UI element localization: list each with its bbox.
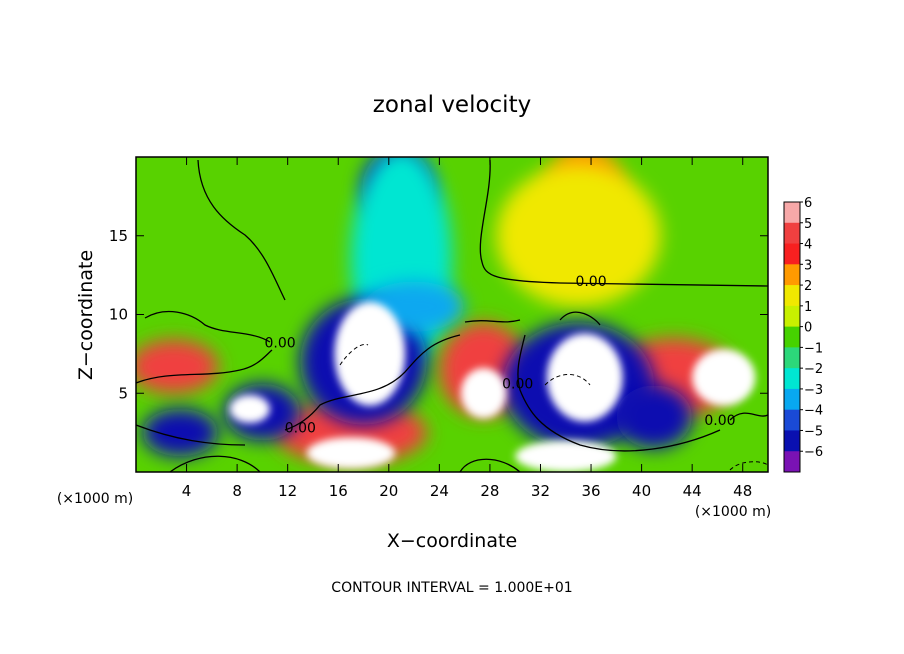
x-tick-label: 12 (278, 482, 297, 500)
chart-title: zonal velocity (373, 92, 531, 118)
colorbar-swatch (784, 368, 800, 390)
x-tick-label: 4 (182, 482, 192, 500)
colorbar-label: 0 (804, 321, 812, 336)
colorbar-swatch (784, 326, 800, 348)
colorbar-label: 3 (804, 258, 812, 273)
colorbar-swatch (784, 222, 800, 245)
field-core (546, 333, 623, 422)
colorbar-label: −1 (804, 341, 823, 356)
y-tick-label: 15 (109, 227, 128, 245)
colorbar-label: −5 (804, 424, 823, 439)
contour-label: 0.00 (502, 377, 533, 393)
field-region (496, 164, 661, 307)
field-core (692, 349, 756, 406)
y-axis-label: Z−coordinate (75, 250, 97, 380)
colorbar-swatch (784, 451, 800, 473)
field-region (616, 385, 693, 449)
y-tick-label: 5 (118, 384, 128, 402)
x-tick-label: 32 (531, 482, 550, 500)
contour-label: 0.00 (285, 421, 316, 437)
colorbar-label: 2 (804, 279, 812, 294)
zero-contour-lines (136, 159, 768, 472)
colorbar-label: −4 (804, 404, 823, 419)
colorbar-label: 4 (804, 238, 812, 253)
field-core (460, 368, 507, 419)
x-unit-label-right: (×1000 m) (695, 504, 771, 520)
colorbar-label: 1 (804, 300, 812, 315)
colorbar-label: −2 (804, 362, 823, 377)
field-region (136, 339, 219, 394)
contour-label: 0.00 (265, 336, 296, 352)
contour-labels: 0.00 0.00 0.00 0.00 0.00 (265, 274, 736, 436)
x-tick-label: 48 (733, 482, 752, 500)
field-core (334, 301, 406, 406)
contour-label: 0.00 (704, 413, 735, 429)
colorbar-swatch (784, 285, 800, 307)
colorbar-swatch (784, 264, 800, 286)
x-tick-label: 28 (480, 482, 499, 500)
colorbar-swatch (784, 305, 800, 328)
field-core (515, 440, 617, 472)
x-tick-label: 44 (683, 482, 702, 500)
x-tick-label: 8 (232, 482, 242, 500)
colorbar-label: 6 (804, 196, 812, 211)
colorbar-label: −3 (804, 383, 823, 398)
field-region (142, 409, 219, 457)
x-axis-label: X−coordinate (387, 530, 517, 552)
x-unit-label-left: (×1000 m) (57, 491, 133, 507)
colorbar-swatch (784, 409, 800, 431)
colorbar-label: −6 (804, 445, 823, 460)
x-axis-ticks: 4 8 12 16 20 24 28 32 36 40 44 48 (182, 157, 752, 500)
colorbar-swatch (784, 243, 800, 265)
colorbar: 6 5 4 3 2 1 0 −1 −2 −3 −4 −5 −6 (783, 196, 823, 473)
x-tick-label: 40 (632, 482, 651, 500)
colorbar-swatch (784, 202, 800, 224)
field-core (306, 437, 396, 469)
x-tick-label: 20 (379, 482, 398, 500)
x-tick-label: 16 (329, 482, 348, 500)
colorbar-swatch (784, 388, 800, 411)
y-tick-label: 10 (109, 306, 128, 324)
contour-label: 0.00 (575, 274, 606, 290)
x-tick-label: 24 (430, 482, 449, 500)
colorbar-frame (783, 201, 801, 473)
y-axis-ticks: 5 10 15 (109, 227, 768, 402)
contour-interval-note: CONTOUR INTERVAL = 1.000E+01 (331, 580, 572, 596)
colorbar-swatch (784, 430, 800, 452)
field-core (229, 394, 270, 424)
colorbar-label: 5 (804, 217, 812, 232)
x-tick-label: 36 (581, 482, 600, 500)
colorbar-swatch (784, 347, 800, 369)
